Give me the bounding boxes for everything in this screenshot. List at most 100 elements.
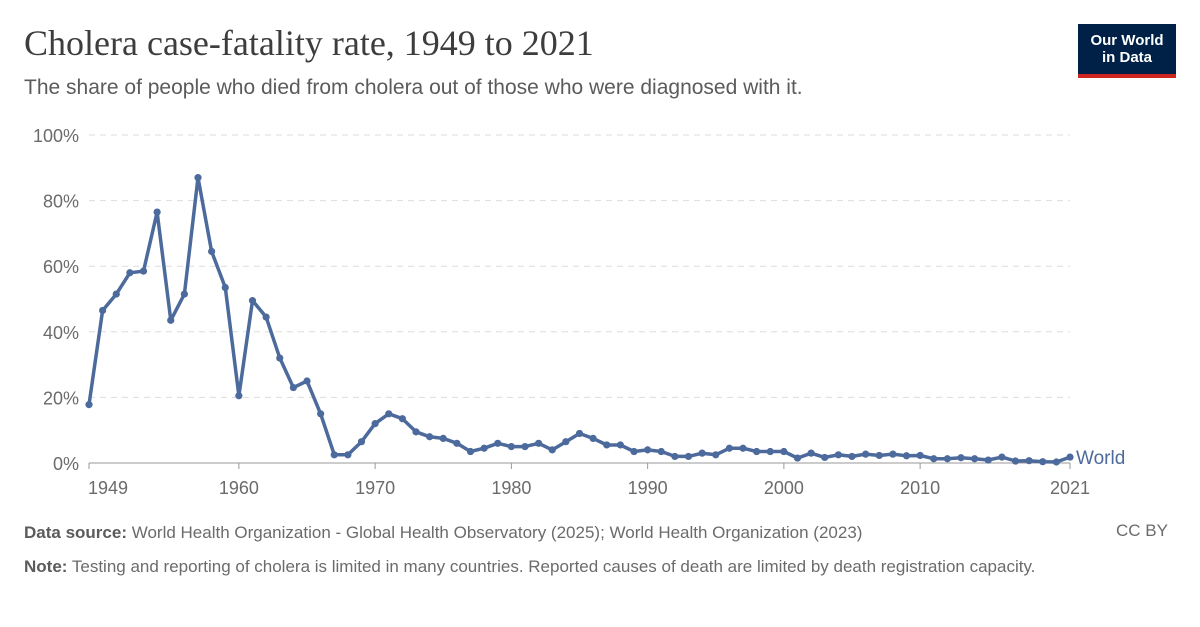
chart-title: Cholera case-fatality rate, 1949 to 2021 [24,23,594,63]
chart-subtitle: The share of people who died from choler… [24,76,803,99]
x-tick-label: 2010 [900,478,940,498]
data-point [371,420,379,428]
data-point [357,438,366,446]
series-label-world: World [1076,448,1125,469]
data-point [848,452,856,461]
data-point [780,447,788,456]
owid-logo[interactable]: Our World in Data [1078,24,1176,78]
data-point [317,410,325,418]
data-point [875,451,883,460]
x-tick-label: 1990 [628,478,668,498]
x-tick-label: 1949 [88,478,128,498]
data-point [412,428,420,436]
data-point [1066,453,1074,461]
data-point [276,354,284,362]
data-point [453,439,461,447]
data-point [208,247,216,256]
data-point [289,383,297,392]
data-point [862,450,870,458]
data-point [521,443,529,451]
y-tick-label: 60% [43,257,79,277]
data-point [657,447,665,456]
y-tick-label: 40% [43,323,79,343]
data-point [303,377,311,385]
source-label: Data source: [24,523,127,542]
data-point [221,283,229,292]
logo-line-1: Our World [1090,32,1164,49]
series-line [87,175,1071,464]
x-tick-label: 1980 [491,478,531,498]
data-point [439,434,447,442]
data-point [126,269,134,277]
data-point [248,297,257,305]
data-point [971,455,979,463]
data-point [494,439,502,447]
x-tick-label: 1970 [355,478,395,498]
data-point [616,441,624,449]
data-point [821,453,829,462]
data-point [671,452,679,461]
data-point [589,434,597,442]
data-point [112,290,120,298]
data-point [998,453,1006,461]
data-point [1039,458,1047,466]
data-point [684,452,693,461]
x-axis: 1949 1960 1970 1980 1990 2000 2010 2021 [88,462,1090,498]
logo-line-2: in Data [1101,49,1152,66]
data-point [739,444,747,452]
note-label: Note: [24,557,68,576]
source-text: World Health Organization - Global Healt… [131,523,863,542]
data-point [766,447,774,456]
series-group: World [85,174,1125,469]
data-point [344,451,352,459]
data-point [167,316,175,324]
data-point [984,456,992,464]
data-point [943,455,951,463]
y-axis-ticks: 0% 20% 40% 60% 80% 100% [33,126,79,474]
data-point [535,439,543,447]
data-point [630,447,638,456]
x-tick-label: 1960 [219,478,259,498]
data-point [194,174,202,182]
data-point [753,447,761,456]
data-point [916,451,924,460]
data-point [153,208,161,216]
chart-note: Note: Testing and reporting of cholera i… [24,555,1084,579]
data-point [507,443,515,451]
note-text: Testing and reporting of cholera is limi… [71,557,1036,576]
data-point [957,454,965,462]
x-tick-label: 2000 [764,478,804,498]
data-point [725,444,733,452]
data-point [426,433,434,441]
data-point [793,454,802,462]
license-link[interactable]: CC BY [1116,521,1168,540]
data-point [834,451,842,459]
data-point [262,313,270,321]
data-point [603,441,611,449]
y-tick-label: 80% [43,192,79,212]
data-point [398,415,406,423]
data-point [889,450,897,458]
data-point [562,438,570,446]
data-point [180,290,188,298]
y-tick-label: 100% [33,126,79,146]
x-tick-label: 2021 [1050,478,1090,498]
data-point [712,451,720,459]
data-point [644,446,652,454]
data-point [1011,457,1020,465]
data-point [575,429,584,438]
data-point [698,449,706,457]
data-point [330,451,338,459]
data-point [807,449,815,457]
data-point [930,455,938,463]
data-point [902,452,911,460]
data-point [85,401,93,409]
data-point [1025,457,1033,465]
data-point [385,410,393,418]
grid-lines [89,134,1070,398]
data-source: Data source: World Health Organization -… [24,521,862,545]
data-point [235,392,243,400]
data-point [99,306,107,315]
data-point [1052,458,1060,466]
